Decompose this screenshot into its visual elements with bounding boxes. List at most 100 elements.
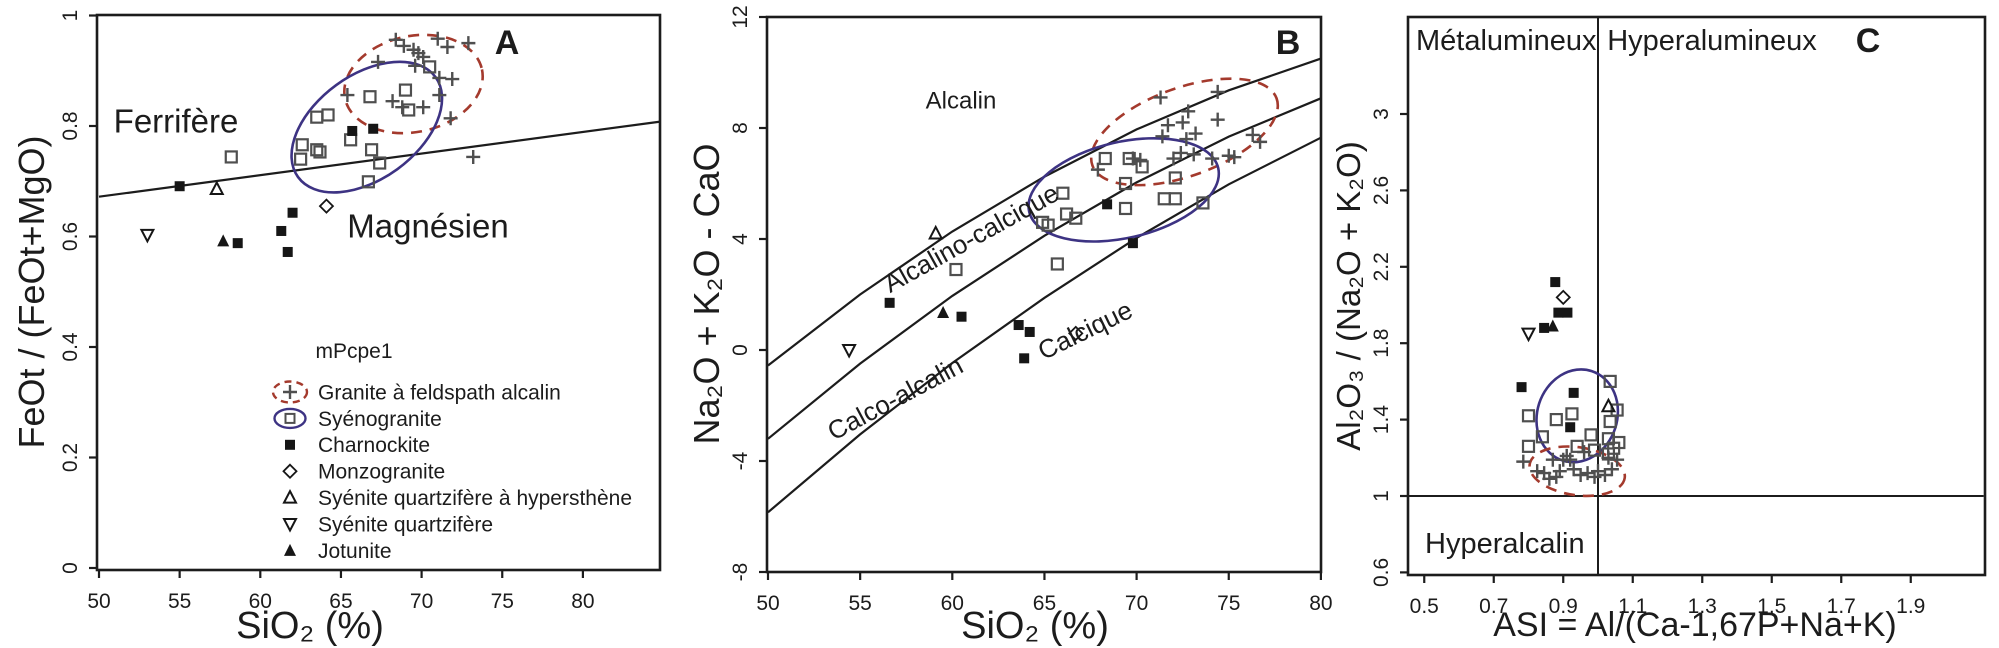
y-tick-label: 3 <box>1370 108 1393 120</box>
x-tick-label: 70 <box>410 590 433 613</box>
series-granite-a-feldspath-alcalin <box>1090 84 1268 177</box>
point-plus <box>396 38 411 53</box>
point-plus <box>408 58 423 73</box>
field-label: Métalumineux <box>1416 25 1597 57</box>
point-plus <box>1166 151 1181 166</box>
x-tick-label: 1.7 <box>1827 595 1856 618</box>
point-square-filled <box>1013 320 1024 331</box>
x-tick-label: 70 <box>1125 592 1148 615</box>
point-plus <box>440 39 455 54</box>
field-label: Calco-alcalin <box>822 350 968 446</box>
x-tick-label: 60 <box>249 590 272 613</box>
legend-title: mPcpe1 <box>315 340 392 363</box>
point-square-open <box>1610 403 1624 417</box>
point-square-filled <box>174 181 185 192</box>
legend-item-label: Granite à feldspath alcalin <box>318 381 561 404</box>
x-tick-label: 65 <box>1033 592 1056 615</box>
legend-blue-ellipse <box>273 407 307 430</box>
point-square-open <box>313 145 327 159</box>
x-tick-label: 55 <box>168 590 191 613</box>
point-plus <box>1210 84 1225 99</box>
legend-item-label: Jotunite <box>318 540 392 563</box>
chart-panel-C: 0.5 0.7 0.9 1.1 1.3 1.5 1.7 1.9 0.6 1 1.4 1.8 2.2 2.6… <box>1330 15 1987 644</box>
series-jotunite <box>217 234 230 247</box>
point-square-open <box>1050 257 1064 271</box>
legend-item-label: Syénite quartzifère à hypersthène <box>318 487 632 510</box>
y-tick-label: 1.8 <box>1370 329 1393 358</box>
point-triangle-down-open <box>282 518 298 533</box>
legend-item: Syénite quartzifère à hypersthène <box>282 487 632 510</box>
field-granite-a-feldspath-alcalin <box>343 33 484 135</box>
y-tick-label: 0.8 <box>59 111 82 140</box>
series-syenogranite <box>224 60 437 189</box>
boundary-calco-alcalin-calcique <box>767 136 1322 514</box>
point-square-filled <box>1553 307 1564 318</box>
series-jotunite <box>937 306 950 319</box>
field-granite-a-feldspath-alcalin <box>1089 77 1280 187</box>
x-tick-label: 75 <box>491 590 514 613</box>
point-plus <box>1552 464 1567 479</box>
point-square-open <box>1059 207 1074 221</box>
x-axis-label: SiO₂ (%) <box>961 605 1109 647</box>
x-tick-label: 0.9 <box>1549 595 1578 618</box>
point-plus <box>385 94 400 109</box>
y-tick-label: 2.6 <box>1370 176 1393 205</box>
x-tick-label: 80 <box>1309 592 1332 615</box>
y-axis-label: Na₂O + K₂O - CaO <box>686 143 727 444</box>
y-tick-label: 0.6 <box>1370 558 1393 587</box>
point-plus <box>1604 462 1619 477</box>
y-tick-label: 12 <box>729 5 752 28</box>
boundary-ferroan-magnesian <box>98 120 661 198</box>
field-label: Alcalin <box>926 87 997 114</box>
point-square-open <box>1157 192 1171 206</box>
series-syenite-quartzifere-a-hypersthene <box>209 180 225 195</box>
point-triangle-down-open <box>139 228 156 244</box>
point-square-open <box>284 412 296 424</box>
legend-item-label: Monzogranite <box>318 461 445 484</box>
point-square-filled <box>1127 238 1138 249</box>
field-label: Magnésien <box>347 208 508 245</box>
legend: mPcpe1 Granite à feldspath alcalin Syénogr… <box>271 340 632 563</box>
panel-letter: A <box>495 24 520 62</box>
field-label: Ferrifère <box>114 103 239 140</box>
y-axis-label: Al₂O₃ / (Na₂O + K₂O) <box>1330 141 1367 451</box>
point-plus <box>388 32 403 47</box>
point-square-filled <box>276 225 287 236</box>
legend-item-label: Syénogranite <box>318 408 442 431</box>
point-plus <box>371 54 386 69</box>
plot-frame <box>95 13 662 572</box>
point-triangle-up-open <box>282 488 298 504</box>
point-square-open <box>364 143 379 157</box>
point-plus <box>1090 162 1105 177</box>
point-square-open <box>224 150 238 164</box>
legend-item-label: Syénite quartzifère <box>318 513 493 536</box>
point-square-open <box>949 262 963 277</box>
y-tick-label: 8 <box>729 122 752 134</box>
point-square-filled <box>1539 322 1550 333</box>
point-square-open <box>363 90 377 104</box>
series-syenite-quartzifere <box>841 344 857 359</box>
plot-frame <box>1406 15 1987 577</box>
point-square-filled <box>282 246 293 257</box>
series-monzogranite <box>318 198 335 214</box>
field-label: Calcique <box>1033 294 1137 365</box>
field-label: Hyperalcalin <box>1425 528 1585 560</box>
point-square-open <box>402 103 416 117</box>
point-plus <box>1186 147 1201 162</box>
x-tick-label: 1.9 <box>1896 595 1925 618</box>
field-granite-a-feldspath-alcalin <box>1528 445 1627 498</box>
point-plus <box>1181 104 1196 119</box>
legend-item: Granite à feldspath alcalin <box>271 380 561 404</box>
point-square-open <box>1168 171 1182 185</box>
point-square-filled <box>1562 307 1573 318</box>
point-square-open <box>1601 447 1616 461</box>
x-tick-label: 1.5 <box>1757 595 1786 618</box>
field-label: Alcalino-calcique <box>878 178 1063 299</box>
point-triangle-up-open <box>1600 397 1617 413</box>
y-tick-label: 0.6 <box>59 222 82 251</box>
point-square-open <box>1603 414 1617 429</box>
x-tick-label: 80 <box>571 590 594 613</box>
point-square-filled <box>1568 387 1579 398</box>
